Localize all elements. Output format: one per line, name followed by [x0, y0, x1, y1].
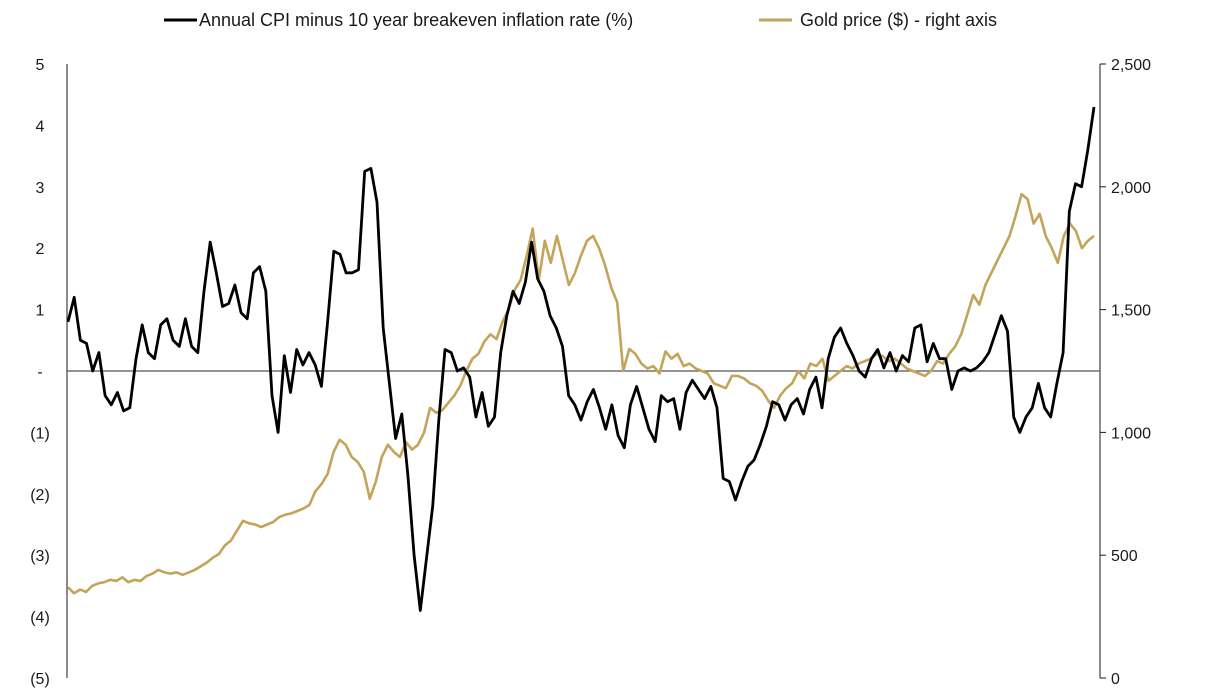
left-tick-label: 1	[36, 303, 45, 320]
left-tick-label: (5)	[30, 671, 50, 688]
left-axis-ticks: 5 4 3 2 1 - (1) (2) (3) (4) (5)	[30, 57, 50, 688]
left-tick-label: 5	[36, 57, 45, 74]
legend-label-cpi: Annual CPI minus 10 year breakeven infla…	[199, 10, 633, 30]
right-tick-label: 500	[1111, 548, 1138, 565]
right-tick-label: 2,500	[1111, 57, 1151, 74]
right-tick-label: 0	[1111, 671, 1120, 688]
right-tick-label: 1,500	[1111, 303, 1151, 320]
left-tick-label: 4	[36, 118, 45, 135]
left-tick-label: -	[37, 364, 42, 381]
right-tick-label: 2,000	[1111, 180, 1151, 197]
left-tick-label: (4)	[30, 610, 50, 627]
left-tick-label: (1)	[30, 425, 50, 442]
left-tick-label: (2)	[30, 487, 50, 504]
series-line-gold-price	[67, 192, 1095, 595]
left-tick-label: (3)	[30, 548, 50, 565]
legend-label-gold: Gold price ($) - right axis	[800, 10, 997, 30]
left-tick-label: 2	[36, 241, 45, 258]
right-tick-label: 1,000	[1111, 425, 1151, 442]
series-line-cpi-minus-breakeven	[66, 106, 1096, 612]
left-tick-label: 3	[36, 180, 45, 197]
legend: Annual CPI minus 10 year breakeven infla…	[164, 10, 997, 30]
right-axis-ticks: 2,500 2,000 1,500 1,000 500 0	[1100, 57, 1151, 688]
